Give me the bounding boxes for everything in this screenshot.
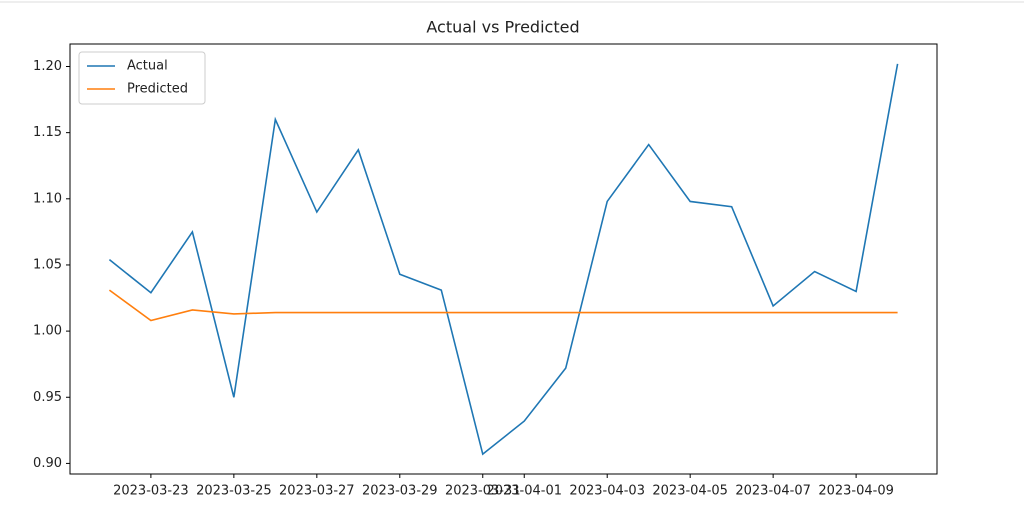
series-line <box>108 289 898 322</box>
y-tick-label: 1.20 <box>33 59 62 74</box>
y-tick-label: 1.00 <box>33 324 62 339</box>
series-line <box>108 63 899 456</box>
y-tick-label: 1.15 <box>33 125 62 140</box>
legend-box <box>78 51 206 105</box>
y-tick-label: 0.95 <box>33 390 62 405</box>
x-tick-label: 2023-03-25 <box>196 484 272 499</box>
x-tick-label: 2023-04-03 <box>569 484 645 499</box>
x-tick-label: 2023-03-23 <box>113 484 189 499</box>
legend-label: Predicted <box>127 82 188 97</box>
y-tick-label: 0.90 <box>33 456 62 471</box>
y-tick-label: 1.05 <box>33 257 62 272</box>
legend-label: Actual <box>127 59 168 74</box>
x-tick-label: 2023-04-01 <box>486 484 562 499</box>
x-tick-label: 2023-03-31 <box>445 484 521 499</box>
chart-title: Actual vs Predicted <box>426 18 579 37</box>
x-tick-label: 2023-03-29 <box>362 484 438 499</box>
x-tick-label: 2023-04-09 <box>818 484 894 499</box>
y-tick-label: 1.10 <box>33 191 62 206</box>
axes-frame <box>69 43 938 475</box>
x-tick-label: 2023-04-05 <box>652 484 728 499</box>
x-tick-label: 2023-04-07 <box>735 484 811 499</box>
x-tick-label: 2023-03-27 <box>279 484 355 499</box>
